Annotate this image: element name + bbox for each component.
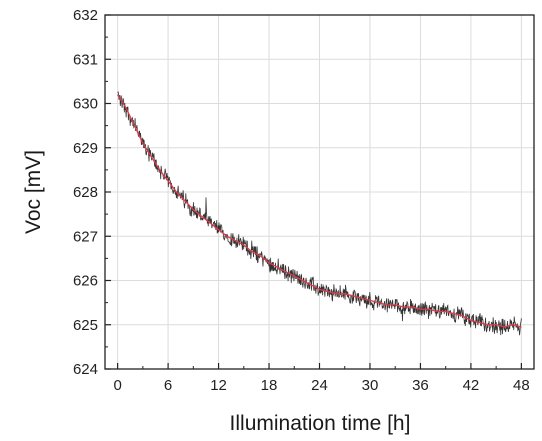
y-tick-label: 627 [73, 228, 98, 245]
x-tick-label: 30 [362, 377, 379, 394]
y-tick-label: 624 [73, 361, 98, 378]
x-tick-label: 48 [513, 377, 530, 394]
ticks [105, 14, 522, 370]
x-tick-label: 0 [113, 377, 121, 394]
fit-line [117, 94, 522, 328]
y-tick-label: 628 [73, 184, 98, 201]
x-axis-title: Illumination time [h] [230, 412, 411, 435]
x-tick-label: 24 [311, 377, 328, 394]
y-tick-label: 631 [73, 51, 98, 68]
y-tick-label: 630 [73, 96, 98, 113]
y-tick-label: 629 [73, 140, 98, 157]
x-tick-label: 42 [463, 377, 480, 394]
x-tick-label: 12 [210, 377, 227, 394]
tick-labels: 0 6 12 18 24 30 36 42 48 624 625 626 627 628 629 630 631… [73, 7, 530, 394]
data-series [117, 90, 522, 336]
x-tick-label: 6 [164, 377, 172, 394]
measured-data-line [117, 90, 522, 336]
y-axis-title: Voc [mV] [22, 150, 45, 234]
y-tick-label: 625 [73, 317, 98, 334]
y-tick-label: 626 [73, 273, 98, 290]
x-tick-label: 36 [412, 377, 429, 394]
y-tick-label: 632 [73, 7, 98, 24]
x-tick-label: 18 [261, 377, 278, 394]
